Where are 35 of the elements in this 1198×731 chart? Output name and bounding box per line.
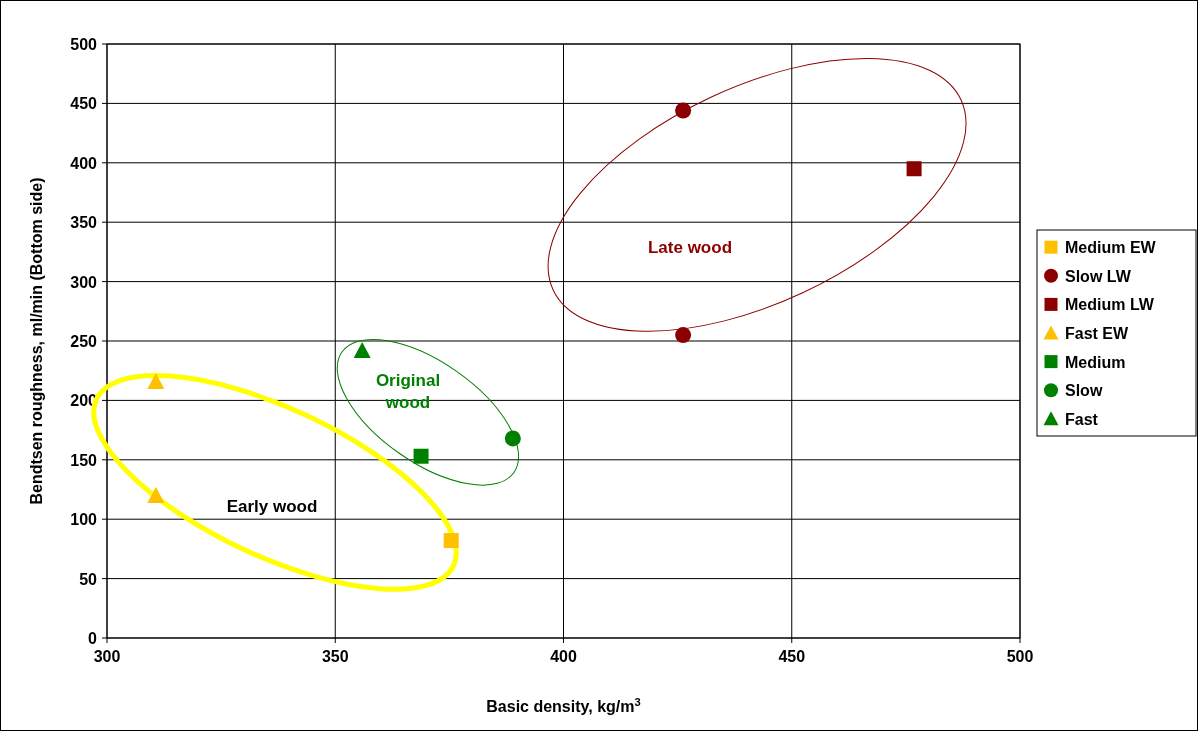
x-axis-title: Basic density, kg/m$^{3}$ xyxy=(486,696,641,715)
annotation: Late wood xyxy=(647,238,733,257)
x-tick-label: 400 xyxy=(550,648,577,665)
y-tick-label: 150 xyxy=(70,451,98,469)
legend-label: Fast EW xyxy=(1065,325,1130,342)
point xyxy=(504,430,521,447)
point xyxy=(147,486,165,503)
x-tick-label: 500 xyxy=(1006,648,1034,665)
y-tick-label: 300 xyxy=(70,273,98,291)
legend-label: Fast xyxy=(1065,410,1099,428)
y-tick-label: 500 xyxy=(70,36,98,53)
x-tick-label: 300 xyxy=(93,648,121,665)
y-tick-label: 0 xyxy=(88,630,98,647)
legend-label: Slow xyxy=(1065,382,1103,400)
y-tick-label: 50 xyxy=(79,570,98,588)
legend-label: Medium LW xyxy=(1065,296,1155,314)
point xyxy=(413,448,429,464)
legend-label: Slow LW xyxy=(1065,267,1132,285)
point xyxy=(675,327,692,344)
y-tick-label: 350 xyxy=(70,214,98,232)
y-tick-label: 250 xyxy=(70,333,98,350)
y-tick-label: 450 xyxy=(70,95,98,113)
point xyxy=(443,533,459,549)
x-tick-label: 450 xyxy=(778,648,806,665)
y-tick-label: 100 xyxy=(70,511,98,529)
legend-label: Medium xyxy=(1065,353,1126,371)
point xyxy=(147,372,165,389)
annotation: Early wood xyxy=(226,497,318,516)
legend-label: Medium EW xyxy=(1065,239,1157,257)
y-axis-title: Bendtsen roughness, ml/min (Bottom side) xyxy=(28,177,45,505)
point xyxy=(675,102,692,119)
point xyxy=(906,161,922,177)
point xyxy=(353,342,371,358)
y-tick-label: 400 xyxy=(70,154,98,172)
x-tick-label: 350 xyxy=(321,648,349,665)
